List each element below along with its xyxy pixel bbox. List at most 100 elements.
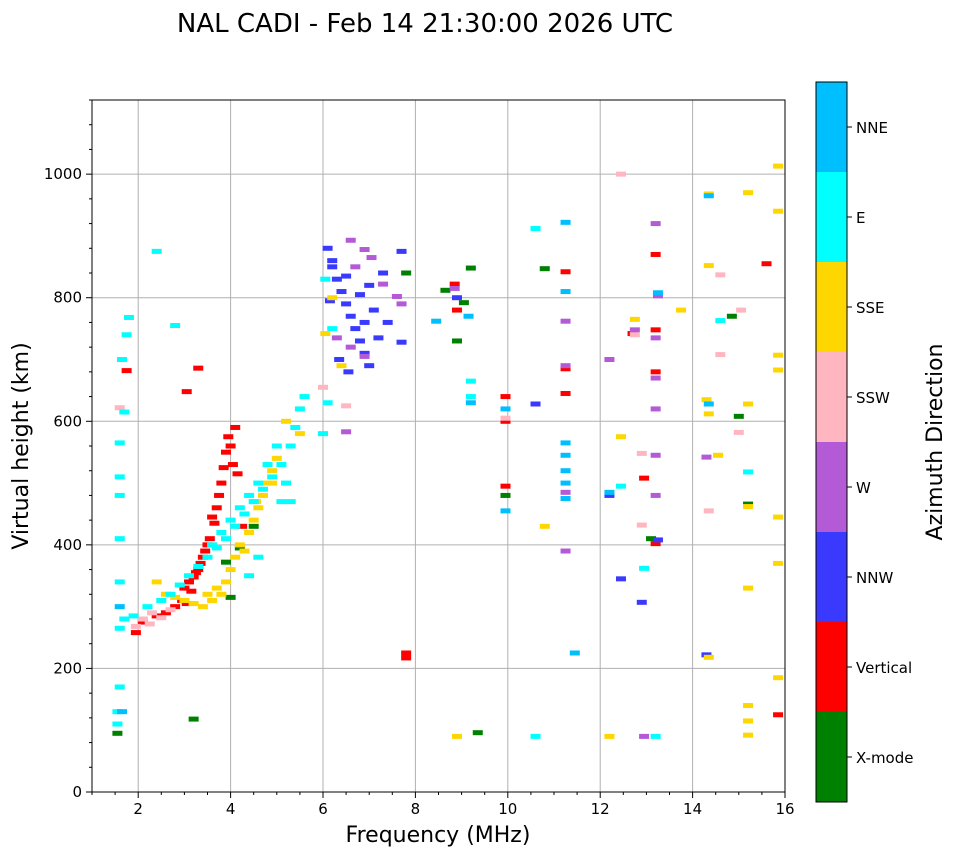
echo-point-e — [202, 554, 213, 560]
echo-point-nnw — [341, 301, 352, 307]
echo-point-xmode — [451, 338, 462, 344]
echo-point-vertical — [449, 281, 460, 287]
echo-point-e — [117, 357, 128, 362]
echo-point-e — [650, 733, 661, 739]
echo-point-sse — [703, 654, 714, 660]
echo-point-ssw — [114, 405, 125, 411]
y-tick-label: 800 — [53, 289, 82, 307]
echo-point-nne — [560, 452, 571, 458]
x-tick-label: 12 — [591, 800, 610, 818]
echo-point-vertical — [220, 449, 231, 455]
echo-point-xmode — [472, 730, 483, 736]
echo-point-e — [114, 474, 125, 480]
colorbar-swatch — [816, 82, 847, 172]
echo-point-vertical — [225, 443, 236, 449]
echo-point-vertical — [223, 434, 234, 440]
echo-point-nne — [560, 468, 571, 474]
echo-point-vertical — [401, 655, 412, 661]
echo-point-vertical — [500, 394, 511, 400]
echo-point-vertical — [211, 505, 222, 511]
echo-point-nnw — [615, 576, 626, 582]
echo-point-nnw — [359, 319, 370, 325]
echo-point-vertical — [130, 630, 141, 636]
echo-point-ssw — [636, 522, 647, 528]
echo-point-sse — [244, 530, 255, 535]
echo-point-e — [281, 480, 292, 486]
y-axis-ticks: 0 200 400 600 800 1000 — [44, 99, 92, 801]
echo-point-e — [211, 545, 222, 551]
echo-point-e — [119, 616, 130, 622]
echo-point-sse — [271, 455, 282, 461]
echo-point-w — [345, 237, 356, 243]
echo-point-xmode — [458, 300, 469, 306]
echo-point-w — [652, 293, 663, 299]
echo-point-e — [114, 625, 125, 631]
echo-point-e — [276, 462, 287, 468]
echo-point-e — [320, 276, 331, 282]
echo-point-sse — [170, 594, 181, 600]
x-tick-label: 6 — [318, 800, 328, 818]
echo-point-nne — [431, 318, 442, 324]
echo-point-vertical — [560, 390, 571, 396]
echo-point-vertical — [121, 368, 132, 374]
y-tick-label: 600 — [53, 412, 82, 430]
echo-point-sse — [220, 579, 231, 585]
echo-point-ssw — [137, 616, 148, 622]
echo-point-ssw — [500, 415, 511, 421]
echo-point-vertical — [137, 619, 148, 625]
echo-point-sse — [207, 597, 218, 603]
echo-point-nnw — [341, 273, 352, 279]
echo-point-sse — [701, 397, 712, 403]
echo-point-vertical — [200, 548, 211, 554]
echo-point-vertical — [500, 483, 511, 489]
echo-point-vertical — [650, 251, 661, 257]
echo-point-ssw — [165, 607, 176, 613]
echo-point-sse — [257, 492, 268, 498]
echo-point-ssw — [147, 610, 158, 616]
echo-point-xmode — [726, 313, 737, 319]
echo-point-e — [119, 409, 130, 415]
echo-point-xmode — [440, 287, 451, 293]
echo-point-e — [114, 579, 125, 585]
echo-point-sse — [743, 718, 754, 724]
echo-point-vertical — [560, 366, 571, 372]
echo-point-ssw — [341, 403, 352, 409]
echo-point-e — [262, 462, 273, 468]
echo-point-nne — [560, 289, 571, 295]
echo-point-nnw — [327, 264, 338, 270]
colorbar-tick-label: NNW — [856, 569, 893, 587]
echo-point-xmode — [188, 716, 199, 722]
echo-point-w — [359, 247, 370, 253]
echo-point-e — [239, 511, 250, 517]
echo-point-nne — [604, 489, 615, 495]
echo-point-e — [225, 517, 236, 523]
echo-point-sse — [197, 604, 208, 610]
echo-point-sse — [773, 514, 784, 520]
echo-point-nne — [117, 709, 128, 715]
echo-point-sse — [151, 579, 162, 585]
echo-point-w — [639, 733, 650, 739]
echo-point-ssw — [156, 615, 167, 621]
echo-point-sse — [615, 434, 626, 440]
colorbar-swatch — [816, 622, 847, 712]
echo-point-e — [128, 613, 139, 619]
echo-point-sse — [267, 480, 278, 486]
echo-point-nnw — [336, 289, 347, 295]
echo-point-nnw — [359, 350, 370, 356]
echo-point-vertical — [207, 514, 218, 520]
echo-point-nnw — [334, 357, 345, 362]
echo-point-sse — [216, 591, 227, 597]
echo-point-ssw — [703, 508, 714, 514]
echo-point-sse — [239, 548, 250, 554]
x-tick-label: 14 — [683, 800, 702, 818]
echo-point-sse — [451, 733, 462, 739]
echo-point-nnw — [396, 339, 407, 345]
echo-point-sse — [703, 263, 714, 269]
echo-point-e — [244, 573, 255, 579]
echo-point-vertical — [230, 424, 241, 430]
echo-point-e — [465, 394, 476, 400]
echo-point-vertical — [209, 520, 220, 526]
echo-point-e — [290, 424, 301, 430]
echo-point-sse — [539, 523, 550, 529]
